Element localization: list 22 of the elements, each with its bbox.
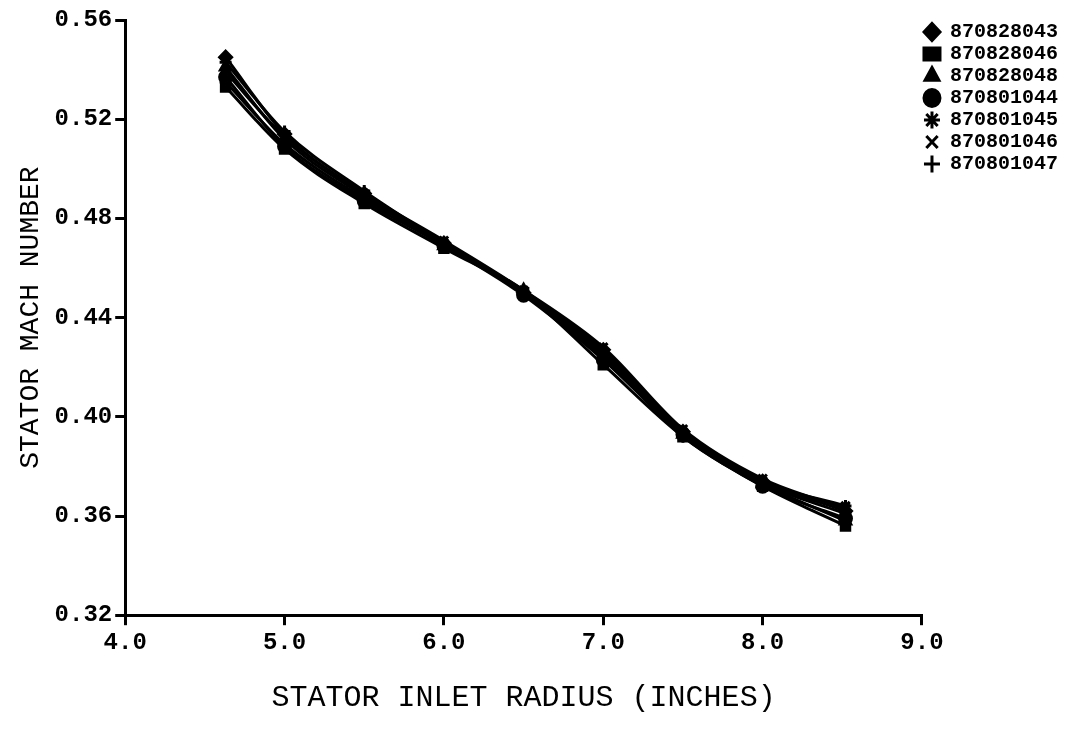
- x-tick-label: 4.0: [103, 628, 147, 656]
- y-axis-title: STATOR MACH NUMBER: [15, 166, 47, 469]
- legend-label: 870801046: [949, 130, 1059, 154]
- y-tick-label: 0.32: [54, 601, 113, 629]
- legend-label: 870828046: [949, 42, 1059, 66]
- legend-label: 870801045: [949, 108, 1059, 132]
- x-tick-label: 9.0: [900, 628, 944, 656]
- y-tick-label: 0.40: [54, 402, 113, 430]
- y-tick-label: 0.36: [54, 502, 113, 530]
- y-tick-label: 0.48: [54, 204, 113, 232]
- legend-label: 870828043: [949, 20, 1059, 44]
- x-tick-label: 5.0: [262, 628, 307, 656]
- x-tick-label: 8.0: [741, 628, 785, 656]
- x-axis-title: STATOR INLET RADIUS (INCHES): [271, 680, 776, 715]
- y-tick-label: 0.44: [54, 303, 113, 331]
- legend-label: 870801047: [949, 152, 1059, 176]
- x-tick-label: 6.0: [422, 628, 466, 656]
- x-tick-label: 7.0: [581, 628, 625, 656]
- y-tick-label: 0.52: [54, 105, 113, 133]
- legend-label: 870828048: [949, 64, 1059, 88]
- legend-label: 870801044: [949, 86, 1059, 110]
- y-tick-label: 0.56: [54, 6, 113, 34]
